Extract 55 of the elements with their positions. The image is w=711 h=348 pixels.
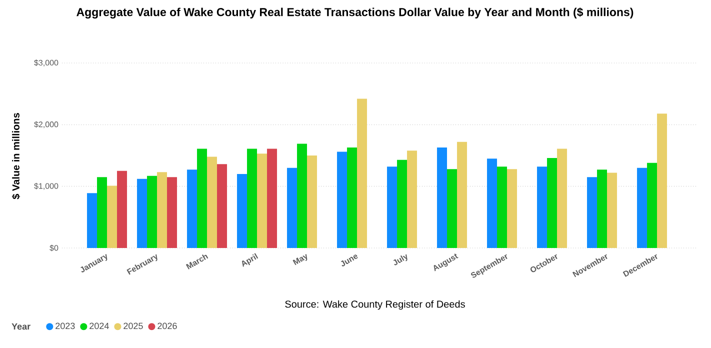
bar — [97, 177, 108, 248]
x-tick-label: June — [340, 254, 358, 266]
bar — [557, 148, 568, 248]
bar — [217, 164, 228, 248]
bar — [387, 166, 398, 248]
bar — [657, 114, 668, 248]
legend-label: 2023 — [56, 322, 75, 330]
bar — [587, 177, 598, 248]
bar — [487, 158, 498, 248]
bar — [497, 166, 508, 248]
x-tick-label: July — [393, 254, 408, 266]
bar — [237, 174, 248, 248]
bar — [357, 98, 368, 248]
bar — [637, 168, 648, 248]
bar — [397, 160, 408, 248]
bar — [597, 170, 608, 248]
bar — [407, 150, 418, 248]
bar — [107, 186, 117, 248]
y-tick-label: $2,000 — [34, 121, 58, 128]
legend-label: 2025 — [124, 322, 143, 330]
bar — [347, 147, 358, 248]
bar — [287, 168, 298, 248]
bar — [537, 166, 548, 248]
bar — [447, 169, 458, 248]
bar — [197, 148, 208, 248]
y-tick-label: $3,000 — [34, 60, 58, 66]
bar — [547, 158, 558, 248]
bar — [297, 144, 308, 248]
bar — [437, 147, 448, 248]
y-axis-title: $ Value in millions — [12, 113, 20, 200]
y-tick-label: $0 — [50, 244, 58, 252]
bar — [137, 178, 148, 248]
bar — [117, 170, 128, 248]
legend-label: 2024 — [90, 322, 109, 330]
bar — [257, 154, 268, 248]
bar — [157, 172, 168, 248]
bar — [267, 148, 278, 248]
bar — [167, 177, 178, 248]
bar — [307, 156, 318, 248]
y-tick-label: $1,000 — [34, 182, 58, 190]
bar — [647, 162, 658, 248]
bar — [337, 152, 348, 248]
bar — [507, 169, 518, 248]
source-note: Source: Wake County Register of Deeds — [285, 300, 465, 310]
bar — [607, 172, 618, 248]
bar — [147, 176, 158, 248]
bar — [87, 193, 98, 248]
bar — [207, 156, 218, 248]
chart-title: Aggregate Value of Wake County Real Estate Transactions Dollar Value by Year and Month ($ millions) — [76, 8, 634, 18]
x-tick-label: May — [292, 254, 308, 266]
bar — [187, 170, 198, 248]
bar — [247, 148, 258, 248]
bar — [457, 142, 468, 248]
legend-title: Year — [12, 323, 30, 330]
legend-label: 2026 — [158, 322, 177, 330]
